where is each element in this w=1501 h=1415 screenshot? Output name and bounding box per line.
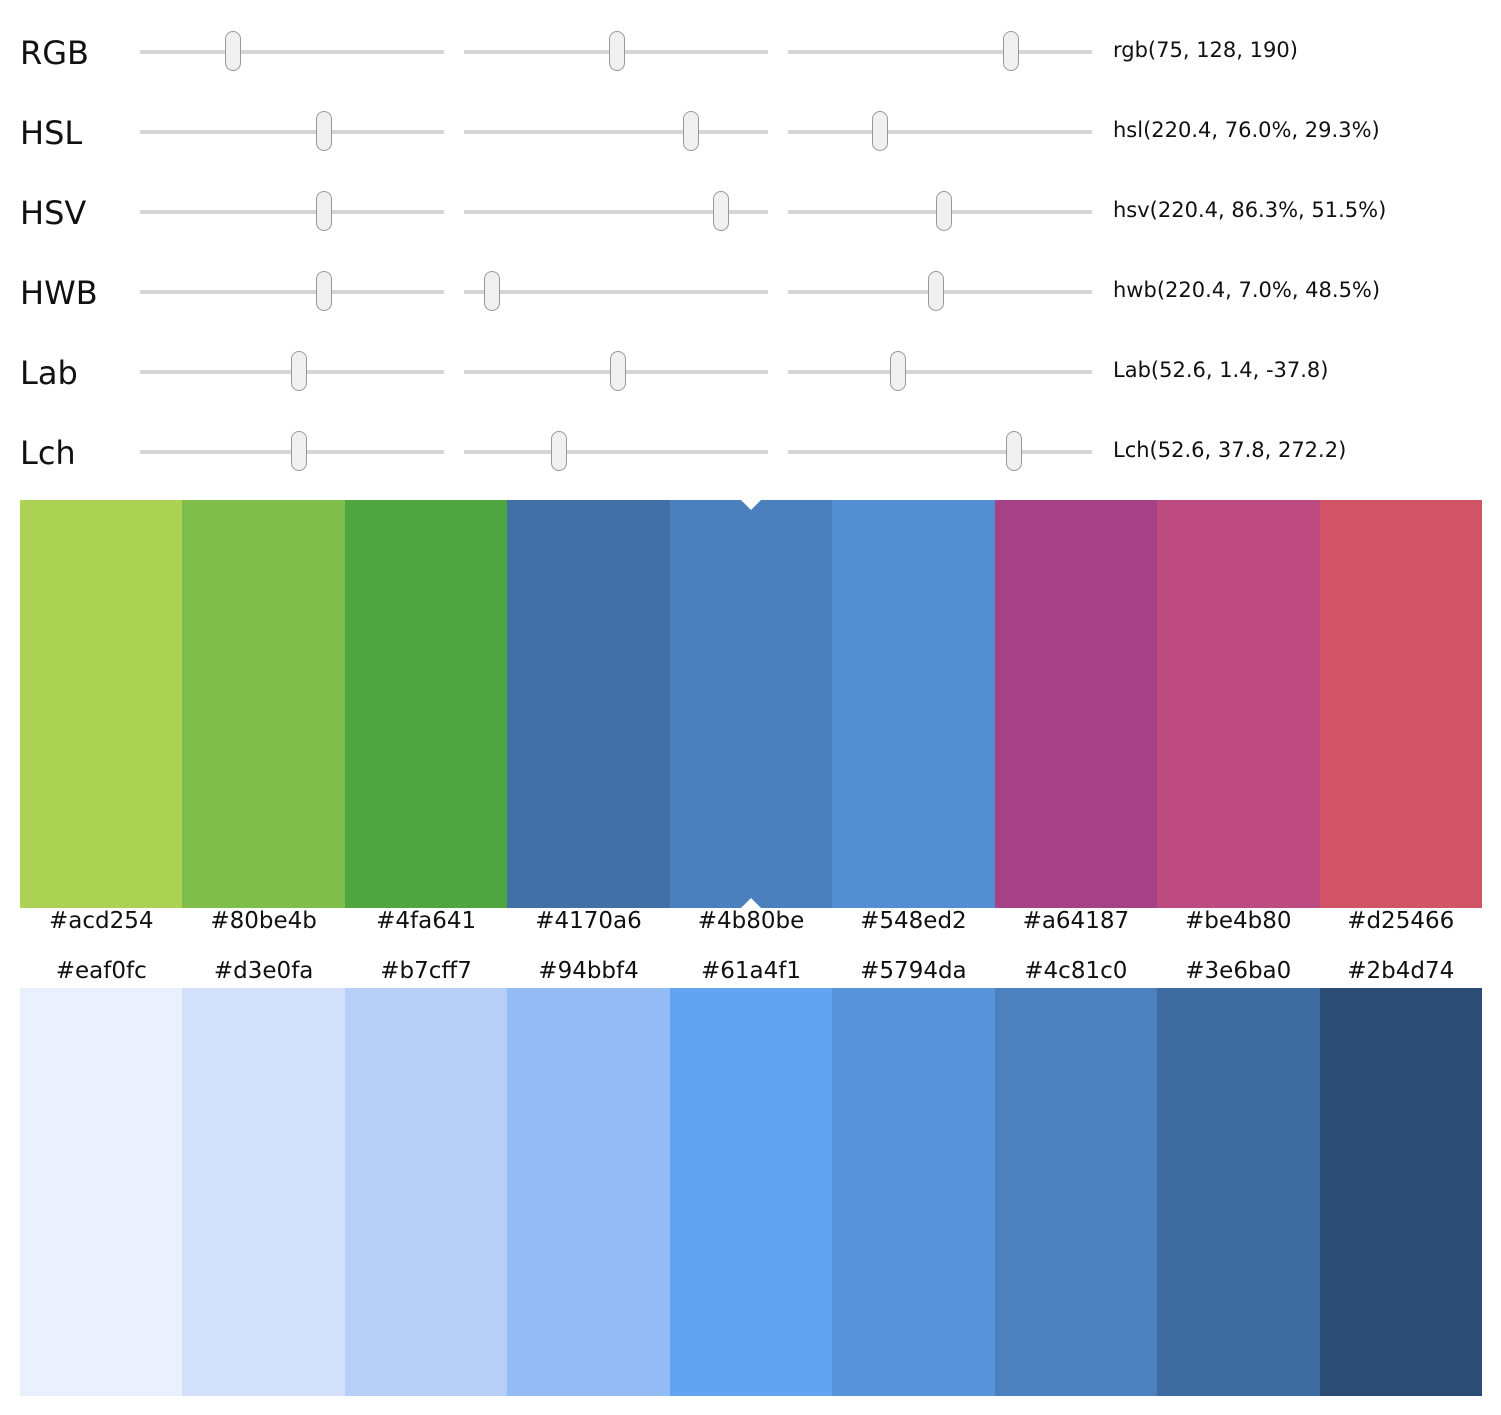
color-swatch[interactable] [669,988,833,1396]
slider-thumb[interactable] [889,351,906,391]
color-swatch[interactable] [994,500,1158,908]
color-swatch[interactable] [994,988,1158,1396]
hex-label: #4c81c0 [1024,958,1128,984]
selected-pointer-icon [740,500,761,510]
hex-label: #5794da [860,958,967,984]
slider-thumb[interactable] [927,271,944,311]
color-swatch[interactable] [182,988,345,1396]
hex-label: #be4b80 [1185,908,1292,934]
color-value-text: hsl(220.4, 76.0%, 29.3%) [1113,118,1380,142]
slider-thumb[interactable] [712,191,729,231]
channel-slider-3[interactable] [788,271,1092,311]
color-value-text: Lch(52.6, 37.8, 272.2) [1113,438,1347,462]
channel-slider-2[interactable] [464,271,768,311]
channel-slider-2[interactable] [464,431,768,471]
channel-slider-3[interactable] [788,31,1092,71]
slider-thumb[interactable] [291,351,308,391]
slider-thumb[interactable] [872,111,889,151]
channel-slider-1[interactable] [140,271,444,311]
slider-thumb[interactable] [224,31,241,71]
channel-slider-1[interactable] [140,111,444,151]
color-value-text: Lab(52.6, 1.4, -37.8) [1113,358,1329,382]
color-swatch[interactable] [20,988,183,1396]
slider-thumb[interactable] [936,191,953,231]
hex-label: #548ed2 [860,908,967,934]
color-value-text: hsv(220.4, 86.3%, 51.5%) [1113,198,1387,222]
channel-slider-1[interactable] [140,191,444,231]
color-swatch[interactable] [1319,500,1482,908]
color-swatch[interactable] [832,988,995,1396]
hex-label: #80be4b [210,908,317,934]
channel-slider-1[interactable] [140,351,444,391]
shade-hex-labels: #eaf0fc #d3e0fa #b7cff7 #94bbf4 #61a4f1 #5794… [20,958,1482,984]
color-swatch[interactable] [344,500,508,908]
model-label: RGB [20,34,89,72]
hex-label: #4fa641 [376,908,477,934]
slider-thumb[interactable] [316,271,333,311]
shade-palette [20,988,1482,1396]
color-swatch[interactable] [20,500,183,908]
channel-slider-2[interactable] [464,31,768,71]
channel-slider-2[interactable] [464,111,768,151]
color-swatch[interactable] [669,500,833,908]
selected-pointer-icon [740,898,761,908]
hex-label: #94bbf4 [538,958,639,984]
color-value-text: rgb(75, 128, 190) [1113,38,1298,62]
hex-label: #4b80be [697,908,805,934]
slider-thumb[interactable] [608,31,625,71]
slider-row-lch: Lch Lch(52.6, 37.8, 272.2) [0,422,1501,482]
hex-label: #d25466 [1347,908,1455,934]
slider-thumb[interactable] [484,271,501,311]
color-swatch[interactable] [344,988,508,1396]
slider-thumb[interactable] [291,431,308,471]
hex-label: #b7cff7 [380,958,472,984]
channel-slider-1[interactable] [140,31,444,71]
slider-thumb[interactable] [682,111,699,151]
slider-row-hsv: HSV hsv(220.4, 86.3%, 51.5%) [0,182,1501,242]
color-swatch[interactable] [1319,988,1482,1396]
channel-slider-2[interactable] [464,351,768,391]
color-swatch[interactable] [507,500,670,908]
color-swatch[interactable] [507,988,670,1396]
slider-thumb[interactable] [316,191,333,231]
hex-label: #a64187 [1022,908,1130,934]
channel-slider-3[interactable] [788,191,1092,231]
slider-row-rgb: RGB rgb(75, 128, 190) [0,22,1501,82]
slider-thumb[interactable] [551,431,568,471]
slider-row-lab: Lab Lab(52.6, 1.4, -37.8) [0,342,1501,402]
model-label: Lab [20,354,78,392]
harmony-hex-labels: #acd254 #80be4b #4fa641 #4170a6 #4b80be #548e… [20,908,1482,934]
slider-row-hwb: HWB hwb(220.4, 7.0%, 48.5%) [0,262,1501,322]
channel-slider-1[interactable] [140,431,444,471]
color-swatch[interactable] [182,500,345,908]
slider-thumb[interactable] [1002,31,1019,71]
channel-slider-3[interactable] [788,111,1092,151]
model-label: HSV [20,194,87,232]
channel-slider-3[interactable] [788,431,1092,471]
color-value-text: hwb(220.4, 7.0%, 48.5%) [1113,278,1381,302]
channel-slider-2[interactable] [464,191,768,231]
hex-label: #acd254 [48,908,154,934]
hex-label: #eaf0fc [55,958,147,984]
slider-thumb[interactable] [316,111,333,151]
model-label: HSL [20,114,83,152]
hex-label: #2b4d74 [1347,958,1455,984]
model-label: HWB [20,274,98,312]
color-swatch[interactable] [1157,500,1320,908]
model-label: Lch [20,434,76,472]
channel-slider-3[interactable] [788,351,1092,391]
hex-label: #61a4f1 [700,958,801,984]
slider-row-hsl: HSL hsl(220.4, 76.0%, 29.3%) [0,102,1501,162]
slider-thumb[interactable] [610,351,627,391]
slider-thumb[interactable] [1005,431,1022,471]
hex-label: #4170a6 [535,908,642,934]
color-swatch[interactable] [832,500,995,908]
harmony-palette [20,500,1482,908]
color-swatch[interactable] [1157,988,1320,1396]
hex-label: #d3e0fa [213,958,314,984]
hex-label: #3e6ba0 [1185,958,1292,984]
